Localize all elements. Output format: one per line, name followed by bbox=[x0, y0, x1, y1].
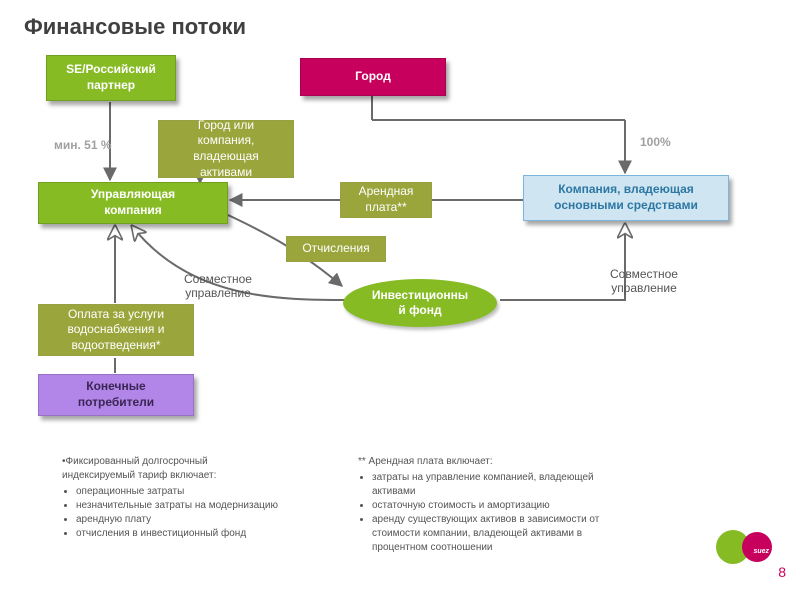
node-deductions: Отчисления bbox=[286, 236, 386, 262]
footnote-right-list: затраты на управление компанией, владеющ… bbox=[372, 471, 638, 555]
node-city-or-asset: Город или компания, владеющая активами bbox=[158, 120, 294, 178]
footnote-left-list: операционные затратынезначительные затра… bbox=[76, 485, 322, 541]
label-joint-right: Совместное управление bbox=[594, 267, 694, 296]
logo-circle-magenta bbox=[742, 532, 772, 562]
node-payment: Оплата за услуги водоснабжения и водоотв… bbox=[38, 304, 194, 356]
footnote-item: операционные затраты bbox=[76, 485, 322, 499]
footnote-item: отчисления в инвестиционный фонд bbox=[76, 527, 322, 541]
footnote-right: ** Арендная плата включает: затраты на у… bbox=[358, 455, 638, 555]
node-mgmt-company: Управляющая компания bbox=[38, 182, 228, 224]
node-city: Город bbox=[300, 58, 446, 96]
node-asset-company: Компания, владеющая основными средствами bbox=[523, 175, 729, 221]
footnote-item: арендную плату bbox=[76, 513, 322, 527]
node-se-partner: SE/Российский партнер bbox=[46, 55, 176, 101]
node-rent: Арендная плата** bbox=[340, 182, 432, 218]
node-end-users: Конечные потребители bbox=[38, 374, 194, 416]
footnote-right-lead: ** Арендная плата включает: bbox=[358, 455, 638, 469]
label-100pct: 100% bbox=[640, 135, 671, 149]
footnote-item: незначительные затраты на модернизацию bbox=[76, 499, 322, 513]
footnote-left-lead: •Фиксированный долгосрочный индексируемы… bbox=[62, 455, 322, 483]
footnote-item: аренду существующих активов в зависимост… bbox=[372, 513, 638, 555]
footnote-item: затраты на управление компанией, владеющ… bbox=[372, 471, 638, 499]
logo-text: suez bbox=[753, 548, 769, 555]
label-joint-left: Совместное управление bbox=[168, 272, 268, 301]
footnote-left: •Фиксированный долгосрочный индексируемы… bbox=[62, 455, 322, 541]
node-investment-fund: Инвестиционны й фонд bbox=[343, 279, 497, 327]
page-number: 8 bbox=[778, 564, 786, 580]
footnote-item: остаточную стоимость и амортизацию bbox=[372, 499, 638, 513]
label-min51: мин. 51 % bbox=[54, 138, 112, 152]
